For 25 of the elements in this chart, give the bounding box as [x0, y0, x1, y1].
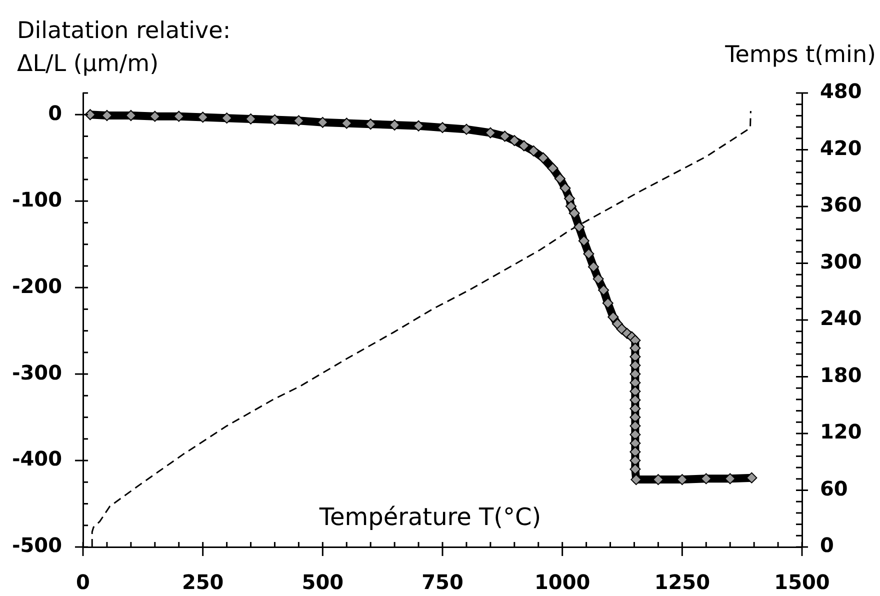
y-tick-label: -100 [12, 187, 62, 212]
y-tick-label: -500 [12, 533, 62, 558]
y2-tick-label: 180 [820, 362, 862, 387]
x-tick-label: 250 [182, 570, 224, 594]
y-tick-label: -300 [12, 360, 62, 384]
x-tick-label: 1250 [654, 570, 710, 594]
x-tick-label: 1500 [774, 570, 830, 594]
y2-tick-label: 360 [820, 192, 862, 217]
x-tick-label: 1000 [534, 570, 590, 594]
y2-tick-label: 60 [820, 476, 848, 500]
y-tick-label: -400 [12, 446, 62, 471]
y2-tick-label: 300 [820, 249, 862, 274]
x-axis-title: Température T(°C) [318, 503, 542, 531]
y-axis-title: Dilatation relative: ΔL/L (µm/m) [17, 18, 231, 77]
y2-tick-label: 480 [820, 79, 862, 104]
x-tick-label: 0 [76, 570, 90, 594]
y2-tick-label: 120 [820, 420, 862, 444]
y2-tick-label: 240 [820, 306, 862, 330]
y2-axis-title: Temps t(min) [724, 42, 876, 68]
x-tick-label: 750 [422, 570, 464, 594]
y2-tick-label: 0 [820, 533, 834, 558]
y-tick-label: 0 [48, 100, 62, 125]
y-tick-label: -200 [12, 274, 62, 298]
y2-tick-label: 420 [820, 136, 862, 160]
x-tick-label: 500 [302, 570, 344, 594]
